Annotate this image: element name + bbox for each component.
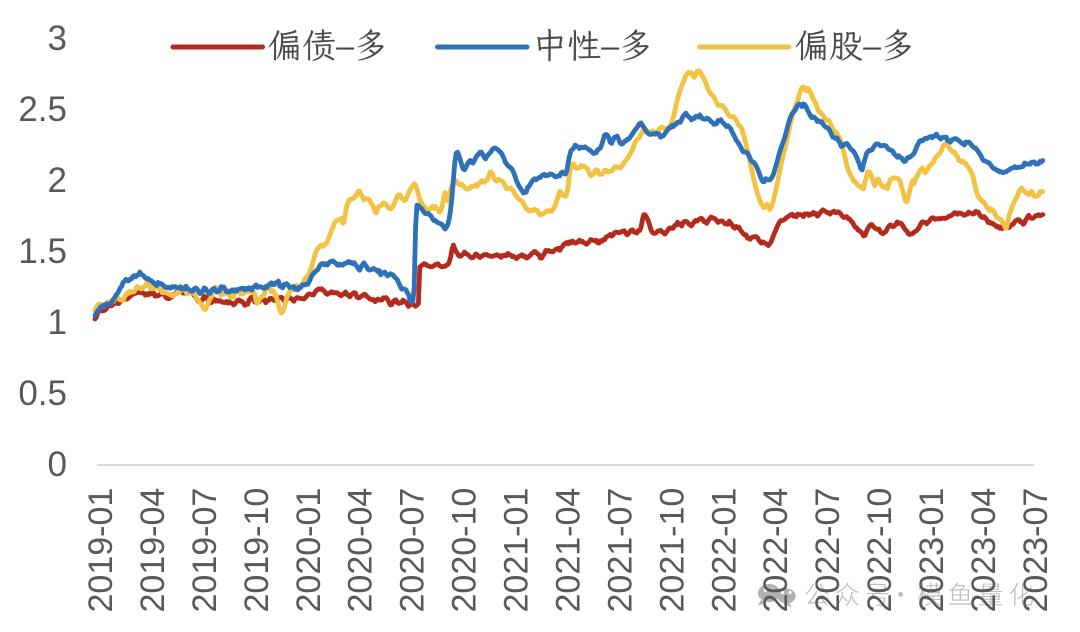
svg-text:2020-01: 2020-01 bbox=[290, 488, 328, 613]
svg-text:2.5: 2.5 bbox=[18, 90, 67, 129]
svg-text:2022-10: 2022-10 bbox=[861, 488, 899, 613]
svg-text:2023-04: 2023-04 bbox=[965, 488, 1003, 613]
svg-text:2019-04: 2019-04 bbox=[134, 488, 172, 613]
svg-text:2: 2 bbox=[48, 161, 67, 200]
svg-text:2021-01: 2021-01 bbox=[498, 488, 536, 613]
svg-text:2023-07: 2023-07 bbox=[1017, 488, 1055, 613]
svg-text:2022-07: 2022-07 bbox=[809, 488, 847, 613]
svg-text:2023-01: 2023-01 bbox=[913, 488, 951, 613]
svg-text:2020-07: 2020-07 bbox=[394, 488, 432, 613]
svg-text:0: 0 bbox=[48, 445, 67, 484]
svg-text:2022-04: 2022-04 bbox=[757, 488, 795, 613]
svg-text:1.5: 1.5 bbox=[18, 232, 67, 271]
svg-text:1: 1 bbox=[48, 303, 67, 342]
svg-text:2020-10: 2020-10 bbox=[446, 488, 484, 613]
svg-text:2020-04: 2020-04 bbox=[342, 488, 380, 613]
svg-text:2021-04: 2021-04 bbox=[550, 488, 588, 613]
svg-text:2019-10: 2019-10 bbox=[238, 488, 276, 613]
svg-text:2021-07: 2021-07 bbox=[601, 488, 639, 613]
svg-text:3: 3 bbox=[48, 19, 67, 58]
svg-text:2019-01: 2019-01 bbox=[82, 488, 120, 613]
svg-text:2022-01: 2022-01 bbox=[705, 488, 743, 613]
svg-text:2021-10: 2021-10 bbox=[653, 488, 691, 613]
svg-text:2019-07: 2019-07 bbox=[186, 488, 224, 613]
svg-text:0.5: 0.5 bbox=[18, 374, 67, 413]
